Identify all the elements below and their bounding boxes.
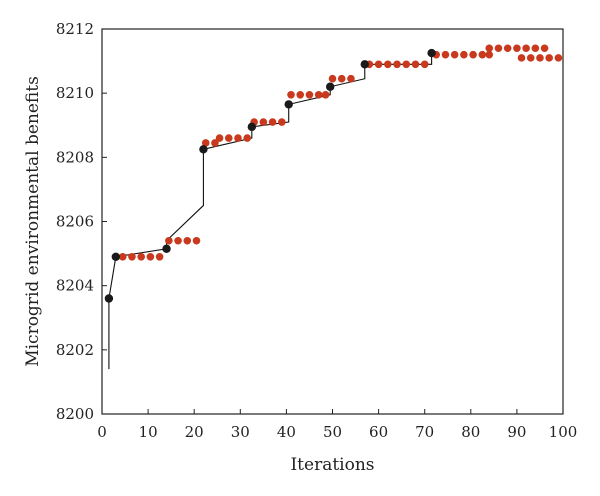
red-data-point	[485, 50, 494, 59]
red-data-point	[526, 54, 535, 62]
red-data-point	[374, 60, 383, 69]
x-tick-label: 90	[507, 423, 526, 441]
black-data-point	[284, 100, 293, 109]
red-data-point	[296, 90, 305, 99]
x-tick-label: 40	[277, 423, 296, 441]
y-tick-label: 8208	[56, 148, 94, 166]
plot-marks	[104, 44, 563, 370]
red-data-point	[243, 134, 252, 142]
red-data-point	[411, 60, 420, 69]
red-data-point	[211, 139, 219, 147]
black-data-point	[247, 122, 257, 132]
x-tick-label: 60	[369, 423, 388, 441]
red-data-point	[540, 44, 549, 53]
red-data-point	[234, 134, 242, 142]
red-data-point	[183, 236, 192, 245]
red-data-point	[137, 252, 145, 261]
red-data-point	[536, 54, 544, 62]
x-tick-label: 50	[323, 423, 342, 441]
red-data-point	[128, 252, 136, 261]
red-data-point	[321, 90, 330, 99]
x-tick-label: 30	[231, 423, 250, 441]
red-data-point	[469, 50, 477, 59]
red-data-point	[146, 252, 155, 261]
black-data-point	[162, 244, 171, 253]
red-data-point	[450, 50, 459, 59]
best-solution-line	[108, 53, 433, 370]
red-data-point	[517, 54, 526, 62]
red-data-point	[441, 50, 450, 59]
black-data-point	[199, 145, 208, 154]
y-tick-label: 8204	[56, 277, 94, 295]
x-axis-title: Iterations	[290, 455, 374, 475]
red-data-point	[268, 118, 277, 126]
y-tick-label: 8200	[56, 405, 94, 423]
red-data-point	[347, 74, 355, 83]
red-data-point	[384, 60, 392, 69]
red-data-point	[215, 134, 224, 142]
y-tick-label: 8202	[56, 341, 94, 359]
red-data-point	[314, 90, 323, 99]
red-data-point	[478, 50, 487, 59]
red-data-point	[305, 90, 314, 99]
red-data-point	[545, 54, 553, 62]
x-tick-label: 0	[97, 423, 107, 441]
x-tick-label: 20	[185, 423, 204, 441]
x-tick-label: 80	[461, 423, 480, 441]
red-data-point	[393, 60, 401, 69]
y-tick-label: 8212	[56, 20, 94, 38]
red-data-point	[503, 44, 512, 53]
black-data-point	[111, 252, 121, 261]
red-data-point	[174, 236, 182, 245]
y-tick-label: 8206	[56, 213, 94, 231]
red-data-point	[402, 60, 411, 69]
red-data-point	[554, 54, 563, 62]
red-data-point	[155, 252, 164, 261]
red-data-point	[513, 44, 521, 53]
red-data-point	[118, 252, 127, 261]
red-data-point	[420, 60, 429, 69]
red-data-point	[259, 118, 268, 126]
x-tick-label: 10	[139, 423, 158, 441]
y-tick-label: 8210	[56, 84, 94, 102]
y-axis-title: Microgrid environmental benefits	[23, 76, 43, 367]
red-data-point	[494, 44, 503, 53]
red-data-point	[192, 236, 201, 245]
red-data-point	[277, 118, 286, 126]
black-data-point	[360, 60, 369, 69]
red-data-point	[224, 134, 233, 142]
black-data-point	[325, 82, 335, 91]
x-tick-label: 70	[415, 423, 434, 441]
red-data-point	[337, 74, 346, 83]
red-data-point	[201, 139, 210, 147]
red-data-point	[287, 90, 295, 99]
red-data-point	[531, 44, 540, 53]
red-data-point	[165, 236, 173, 245]
red-data-point	[328, 74, 337, 83]
red-data-point	[485, 44, 494, 53]
x-tick-label: 100	[549, 423, 578, 441]
y-axis-ticks: 8200 8202 8204 8206 8208 8210 8212	[56, 20, 107, 423]
black-data-point	[427, 48, 436, 58]
black-data-point	[104, 294, 114, 303]
x-axis-ticks: 0 10 20 30 40 50 60 70 80 90 100	[97, 409, 577, 441]
red-data-point	[522, 44, 530, 53]
red-data-point	[460, 50, 468, 59]
